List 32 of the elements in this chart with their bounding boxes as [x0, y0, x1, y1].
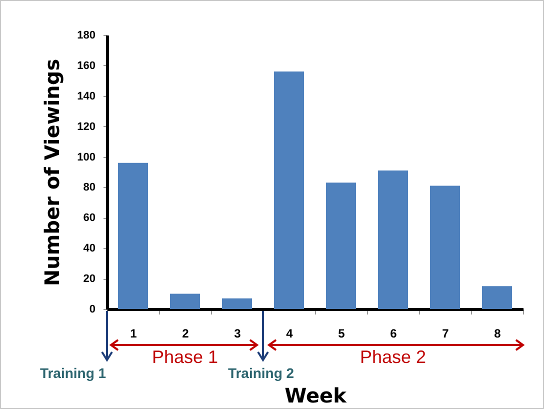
bar: [326, 182, 356, 309]
x-tick-label: 5: [338, 326, 346, 340]
x-tick-label: 8: [494, 326, 502, 340]
y-axis-title: Number of Viewings: [40, 58, 64, 286]
x-axis-title: Week: [284, 384, 348, 408]
y-tick-label: 20: [83, 273, 96, 286]
y-tick-label: 80: [83, 182, 96, 194]
bar: [170, 294, 200, 309]
x-tick-label: 4: [286, 326, 294, 340]
x-tick-label: 1: [130, 326, 138, 340]
text: Phase 1: [152, 347, 218, 367]
y-tick-label: 160: [77, 60, 96, 72]
x-tick-label: 2: [182, 326, 190, 340]
y-tick-label: 120: [77, 120, 96, 133]
y-tick-label: 0: [89, 304, 96, 316]
y-tick-label: 40: [83, 242, 96, 255]
y-tick-label: 140: [77, 90, 96, 102]
y-tick-label: 100: [77, 151, 96, 164]
x-tick-label: 3: [234, 326, 242, 340]
bar: [118, 162, 148, 309]
bar: [222, 298, 252, 309]
x-tick-label: 6: [390, 326, 398, 340]
text: Training 1: [40, 365, 106, 381]
bar: [482, 286, 512, 309]
y-tick-label: 180: [77, 30, 96, 42]
x-tick-label: 7: [442, 326, 450, 340]
bar: [274, 72, 304, 309]
bar: [430, 186, 460, 309]
y-tick-label: 60: [83, 212, 96, 224]
text: Training 2: [228, 365, 294, 381]
text: Phase 2: [360, 347, 426, 367]
bar: [378, 170, 408, 309]
